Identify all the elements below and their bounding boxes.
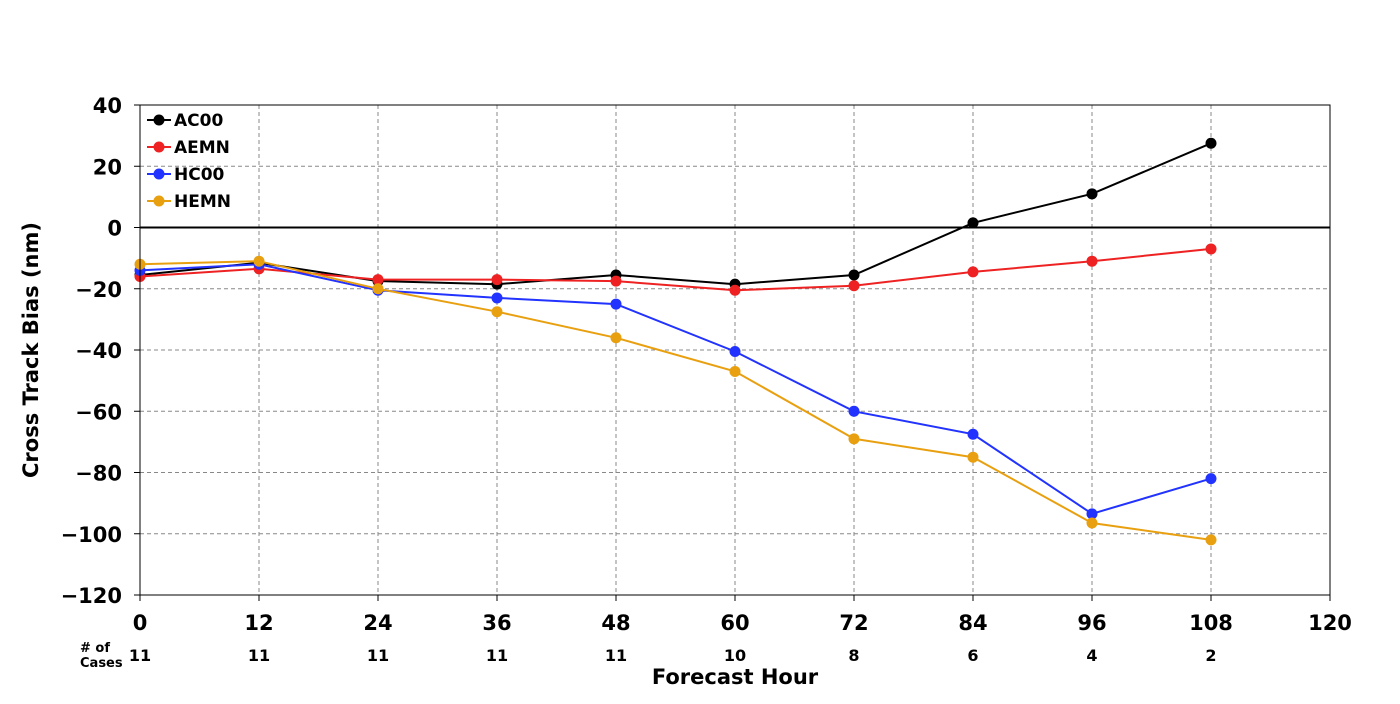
data-point-hemn	[253, 255, 265, 267]
data-point-aemn	[1205, 243, 1217, 255]
data-point-hc00	[491, 292, 503, 304]
legend[interactable]: AC00 AEMN HC00 HEMN	[147, 111, 231, 212]
data-point-hemn	[729, 365, 741, 377]
data-point-hc00	[1086, 508, 1098, 520]
y-axis-label: Cross Track Bias (nm)	[19, 222, 43, 478]
y-tick-label: 0	[107, 217, 122, 241]
case-count-label: 6	[967, 646, 978, 665]
y-tick-label: −20	[75, 278, 122, 302]
data-point-hemn	[1205, 534, 1217, 546]
case-count-label: 11	[605, 646, 627, 665]
legend-label: HEMN	[174, 192, 231, 212]
data-point-ac00	[1205, 137, 1217, 149]
data-point-hc00	[610, 298, 622, 310]
case-count-label: 11	[129, 646, 151, 665]
legend-label: AEMN	[174, 138, 230, 158]
data-point-aemn	[848, 280, 860, 292]
cases-row-label-line: # of	[80, 641, 110, 656]
case-count-label: 10	[724, 646, 746, 665]
data-point-ac00	[848, 269, 860, 281]
cases-row-label-line: Cases	[80, 656, 123, 671]
x-tick-label: 48	[601, 611, 630, 635]
data-point-hemn	[848, 433, 860, 445]
y-tick-label: −60	[75, 400, 122, 424]
data-point-hc00	[967, 428, 979, 440]
data-point-aemn	[372, 274, 384, 286]
y-tick-label: 40	[93, 94, 122, 118]
y-tick-label: −120	[61, 584, 122, 608]
legend-swatch-marker	[153, 114, 165, 126]
legend-item-hc00[interactable]: HC00	[147, 165, 225, 185]
data-point-hc00	[729, 346, 741, 358]
data-point-ac00	[967, 217, 979, 229]
x-tick-label: 24	[363, 611, 392, 635]
data-point-aemn	[1086, 255, 1098, 267]
legend-item-aemn[interactable]: AEMN	[147, 138, 230, 158]
case-count-label: 11	[486, 646, 508, 665]
data-point-hemn	[967, 451, 979, 463]
x-tick-label: 36	[482, 611, 511, 635]
legend-item-hemn[interactable]: HEMN	[147, 192, 231, 212]
data-point-hemn	[491, 306, 503, 318]
x-axis-label: Forecast Hour	[652, 665, 819, 689]
legend-label: AC00	[174, 111, 223, 131]
x-tick-label: 60	[720, 611, 749, 635]
legend-swatch-marker	[153, 168, 165, 180]
legend-label: HC00	[174, 165, 225, 185]
data-point-ac00	[1086, 188, 1098, 200]
data-point-hemn	[1086, 517, 1098, 529]
data-point-hc00	[1205, 473, 1217, 485]
axes: 0 12 24 36 48 60 72 84 96 108 120 40 20 0 −20 −40 −60 −80…	[61, 94, 1352, 635]
data-point-aemn	[729, 284, 741, 296]
series-line-hc00	[139, 263, 1212, 515]
case-count-label: 11	[367, 646, 389, 665]
case-count-label: 4	[1086, 646, 1097, 665]
data-point-aemn	[491, 274, 503, 286]
series-group	[134, 137, 1217, 546]
cases-row-label: # of Cases	[80, 641, 123, 671]
x-tick-label: 72	[839, 611, 868, 635]
y-tick-label: −80	[75, 462, 122, 486]
case-count-label: 11	[248, 646, 270, 665]
case-count-label: 2	[1205, 646, 1216, 665]
data-point-hemn	[372, 283, 384, 295]
data-point-hc00	[848, 405, 860, 417]
cases-row: # of Cases 11 11 11 11 11 10 8 6 4 2	[80, 641, 1217, 671]
series-line-ac00	[139, 142, 1212, 286]
data-point-hemn	[610, 332, 622, 344]
y-tick-label: −100	[61, 523, 122, 547]
legend-swatch-marker	[153, 195, 165, 207]
y-tick-label: 20	[93, 155, 122, 179]
legend-swatch-marker	[153, 141, 165, 153]
data-point-aemn	[967, 266, 979, 278]
data-point-aemn	[610, 275, 622, 287]
legend-item-ac00[interactable]: AC00	[147, 111, 223, 131]
x-tick-label: 120	[1308, 611, 1352, 635]
x-tick-label: 96	[1077, 611, 1106, 635]
series-line-hemn	[139, 260, 1212, 541]
x-tick-label: 84	[958, 611, 987, 635]
x-tick-label: 12	[244, 611, 273, 635]
case-count-label: 8	[848, 646, 859, 665]
x-tick-label: 108	[1189, 611, 1233, 635]
y-tick-label: −40	[75, 339, 122, 363]
x-tick-label: 0	[133, 611, 148, 635]
